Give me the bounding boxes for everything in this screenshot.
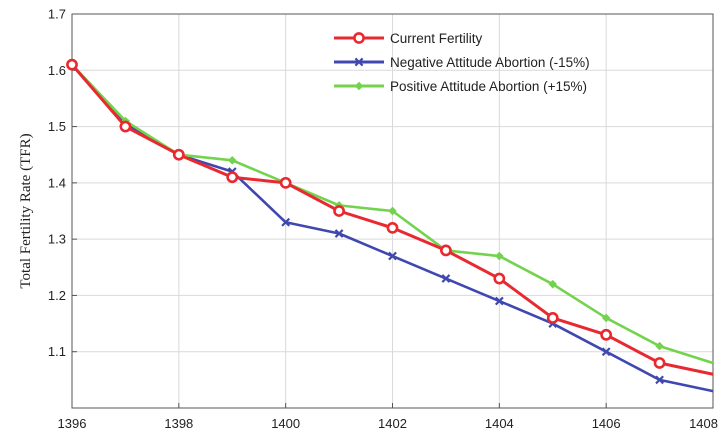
y-tick-label: 1.3 bbox=[48, 232, 66, 247]
data-point-x bbox=[281, 217, 291, 227]
data-point-circle bbox=[653, 357, 666, 369]
x-axis: 1396 1398 1400 1402 1404 1406 1408 bbox=[58, 403, 718, 431]
data-point-circle bbox=[119, 120, 132, 133]
data-point-diamond bbox=[495, 251, 504, 261]
legend-label: Positive Attitude Abortion (+15%) bbox=[390, 79, 587, 94]
y-tick-label: 1.5 bbox=[48, 119, 66, 134]
y-tick-label: 1.2 bbox=[48, 288, 66, 303]
data-point-diamond bbox=[655, 341, 664, 351]
x-tick-label: 1408 bbox=[689, 416, 718, 431]
data-point-circle bbox=[279, 176, 292, 189]
data-point-circle bbox=[386, 221, 399, 234]
x-tick-label: 1398 bbox=[164, 416, 193, 431]
data-point-circle bbox=[493, 272, 506, 285]
y-axis: 1.1 1.2 1.3 1.4 1.5 1.6 1.7 bbox=[48, 7, 77, 359]
data-point-diamond bbox=[354, 81, 364, 91]
data-point-x bbox=[354, 57, 364, 67]
x-tick-label: 1406 bbox=[592, 416, 621, 431]
y-tick-label: 1.7 bbox=[48, 7, 66, 22]
data-point-x bbox=[655, 375, 664, 385]
legend-label: Negative Attitude Abortion (-15%) bbox=[390, 55, 590, 70]
y-tick-label: 1.4 bbox=[48, 175, 66, 190]
data-point-x bbox=[494, 296, 504, 306]
data-point-diamond bbox=[227, 156, 237, 165]
legend-entry-3: Positive Attitude Abortion (+15%) bbox=[334, 79, 587, 94]
data-point-circle bbox=[333, 205, 345, 217]
series-1 bbox=[66, 58, 714, 376]
data-point-circle bbox=[440, 244, 452, 257]
legend-label: Current Fertility bbox=[390, 31, 483, 46]
y-tick-label: 1.1 bbox=[48, 344, 66, 359]
data-point-x bbox=[334, 229, 344, 238]
y-axis-label: Total Fertility Rate (TFR) bbox=[18, 133, 34, 288]
data-point-diamond bbox=[388, 206, 397, 216]
data-point-circle bbox=[600, 328, 613, 341]
legend: Current Fertility Negative Attitude Abort… bbox=[334, 31, 590, 94]
data-point-circle bbox=[546, 312, 559, 324]
data-point-circle bbox=[66, 58, 78, 71]
y-tick-label: 1.6 bbox=[48, 63, 66, 78]
data-point-diamond bbox=[601, 313, 611, 323]
x-tick-label: 1402 bbox=[378, 416, 407, 431]
x-tick-label: 1396 bbox=[58, 416, 87, 431]
data-point-circle bbox=[226, 171, 239, 184]
legend-entry-1: Current Fertility bbox=[334, 31, 483, 46]
data-point-circle bbox=[353, 32, 365, 44]
data-point-diamond bbox=[548, 279, 558, 289]
data-point-circle bbox=[172, 148, 185, 161]
data-point-x bbox=[601, 347, 611, 357]
x-tick-label: 1400 bbox=[271, 416, 300, 431]
data-point-x bbox=[441, 274, 451, 283]
series-3 bbox=[67, 60, 714, 365]
series-layer bbox=[66, 58, 714, 393]
data-point-x bbox=[388, 251, 397, 261]
x-tick-label: 1404 bbox=[485, 416, 514, 431]
legend-entry-2: Negative Attitude Abortion (-15%) bbox=[334, 55, 590, 70]
